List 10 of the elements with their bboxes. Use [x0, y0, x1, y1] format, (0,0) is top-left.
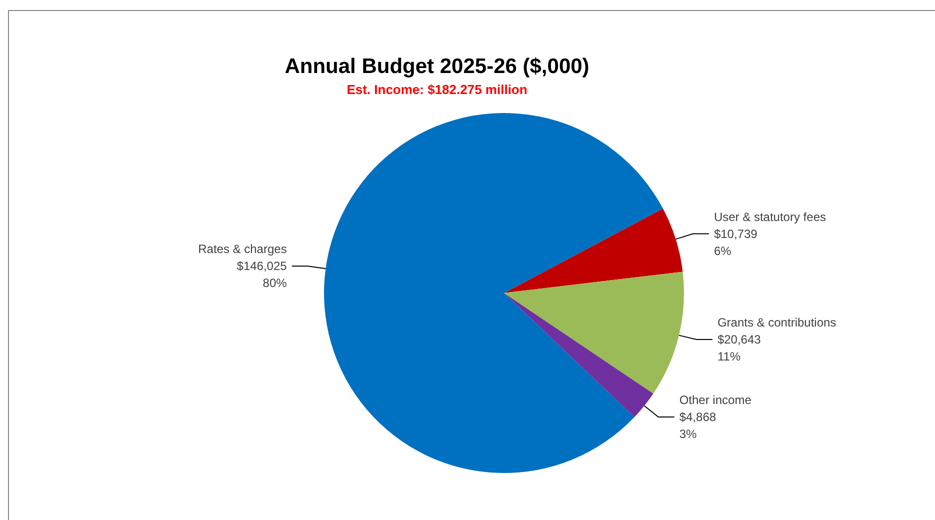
slice-label: Grants & contributions	[717, 316, 836, 330]
data-label: $20,643 11%	[717, 332, 762, 364]
data-label: $4,868 3%	[679, 410, 716, 442]
slice-label: User & statutory fees	[714, 210, 826, 224]
chart-subtitle: Est. Income: $182.275 million	[346, 82, 528, 97]
chart-title: Annual Budget 2025-26 ($,000)	[284, 55, 590, 78]
slice-label: Rates & charges	[198, 242, 287, 256]
slice-label: Other income	[679, 393, 752, 408]
data-label: $10,739 6%	[714, 226, 758, 258]
data-label: $146,025 80%	[236, 259, 288, 290]
